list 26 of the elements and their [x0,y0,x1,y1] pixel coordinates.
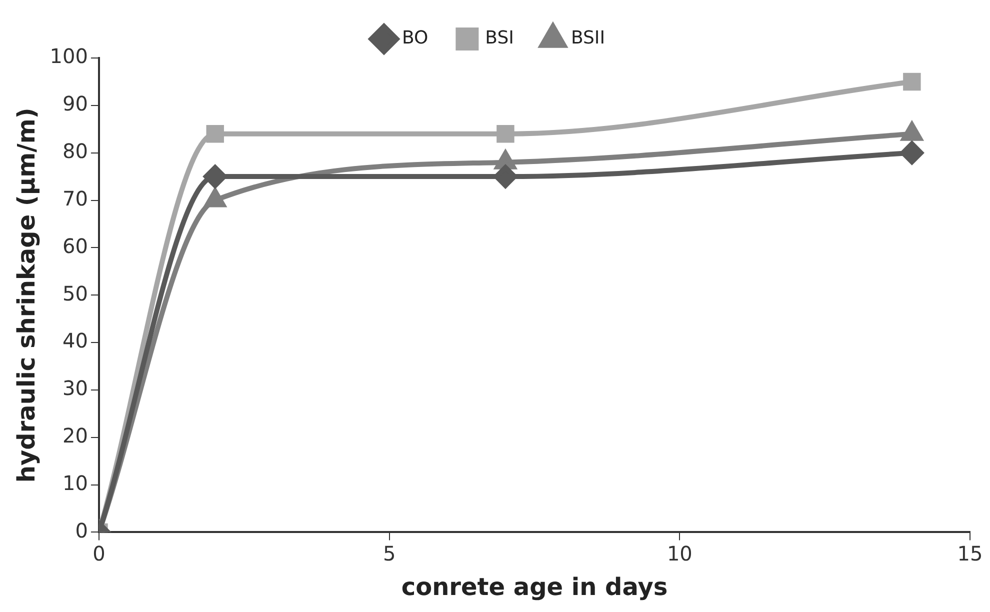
point [206,125,224,143]
x-tick-label: 5 [382,541,396,566]
legend-label: BO [402,28,428,49]
x-tick-label: 15 [957,541,983,566]
legend-label: BSII [570,28,606,49]
point [204,165,227,188]
point [496,125,514,143]
y-tick-label: 0 [75,518,88,542]
y-tick-label: 70 [62,186,88,210]
x-tick-label: 0 [92,541,106,566]
y-tick-label: 40 [62,328,88,353]
y-tick-label: 20 [62,424,88,448]
y-tick-label: 90 [62,92,88,116]
y-tick-label: 100 [50,44,88,68]
y-axis-title: hydraulic shrinkage (µm/m) [12,108,41,483]
y-tick-label: 30 [62,376,88,400]
y-tick-label: 60 [62,234,88,258]
legend-label: BSI [485,28,514,49]
x-tick-label: 10 [666,541,692,566]
y-tick-label: 10 [62,470,88,495]
point [903,72,921,91]
point [900,141,924,164]
y-tick-label: 80 [62,139,88,164]
point [494,165,517,188]
y-tick-label: 50 [62,281,88,306]
x-axis-title: conrete age in days [401,572,668,601]
